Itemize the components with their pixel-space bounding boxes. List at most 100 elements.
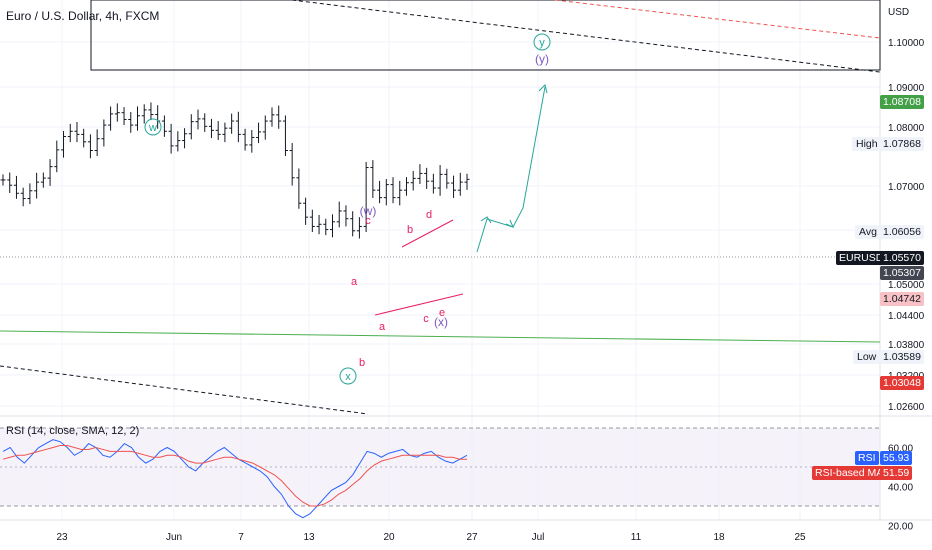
low-marker-badge: 1.04742	[880, 292, 924, 306]
rsi-ma-line	[2, 445, 467, 507]
ohlc-bar	[390, 177, 396, 204]
price-tick-label: 1.03800	[888, 340, 925, 351]
wave-label-y: y	[539, 37, 545, 49]
ohlc-bar	[451, 175, 457, 198]
wave-label-w-circle	[144, 118, 162, 136]
ohlc-bar	[343, 205, 349, 227]
time-tick-label: Jul	[532, 532, 545, 543]
time-tick-label: 25	[794, 532, 806, 543]
ohlc-bar	[464, 173, 470, 190]
ohlc-bar	[262, 115, 268, 140]
ohlc-bar	[168, 123, 174, 154]
low-label: Low	[853, 350, 881, 364]
ohlc-bar	[208, 118, 214, 139]
projection-arrowhead-3	[538, 84, 548, 94]
ohlc-bar	[336, 201, 342, 228]
wave-label-x-circle	[339, 367, 357, 385]
rsi-value-badge: 55.93	[880, 451, 913, 465]
wave-label-x: x	[345, 371, 351, 383]
ohlc-bar	[242, 128, 248, 151]
ohlc-bar	[397, 180, 403, 206]
ohlc-bar	[108, 106, 114, 131]
ohlc-bar	[289, 143, 295, 186]
projection-arrowhead-1	[480, 216, 492, 224]
wave-label-c: c	[423, 313, 429, 325]
ohlc-bar	[235, 111, 241, 143]
ohlc-bar	[74, 121, 80, 143]
ohlc-bar	[276, 105, 282, 129]
wave-label-d: d	[426, 209, 432, 221]
ohlc-bar	[148, 102, 154, 121]
ohlc-bar	[303, 197, 309, 225]
ohlc-bar	[377, 180, 383, 204]
ohlc-bar	[430, 173, 436, 194]
rsi-line	[2, 439, 468, 519]
wave-label-e: e	[439, 307, 445, 319]
time-tick-label: 13	[303, 532, 315, 543]
ohlc-bar	[134, 106, 140, 131]
ohlc-bar	[403, 177, 409, 196]
ohlc-bar	[94, 129, 100, 157]
rsi-title: RSI (14, close, SMA, 12, 2)	[6, 425, 140, 437]
ohlc-bar	[282, 115, 288, 157]
rsi-tick-label: 60.00	[888, 444, 913, 455]
ohlc-bar	[0, 174, 6, 186]
ohlc-bar	[40, 172, 46, 188]
ohlc-bar	[222, 122, 228, 143]
ohlc-bar	[363, 161, 369, 233]
projection-arrowhead-2	[505, 219, 514, 228]
ohlc-bar	[182, 128, 188, 149]
symbol-badge: EURUSD	[836, 251, 887, 265]
ohlc-bar	[114, 103, 120, 122]
low-price-badge: 1.03589	[880, 350, 924, 364]
ohlc-bar	[437, 165, 443, 196]
ohlc-bar	[323, 218, 329, 236]
high-price-badge: 1.07868	[880, 137, 924, 151]
price-tick-label: 1.02600	[888, 402, 925, 413]
time-tick-label: Jun	[166, 532, 182, 543]
target-price-badge: 1.08708	[880, 95, 924, 109]
ohlc-bar	[370, 160, 376, 198]
red-marker-badge: 1.03048	[880, 376, 924, 390]
wave-label-c-upper: c	[365, 215, 371, 227]
ohlc-bar	[20, 187, 26, 207]
time-tick-label: 7	[238, 532, 244, 543]
chart-title: Euro / U.S. Dollar, 4h, FXCM	[6, 9, 160, 23]
ohlc-bar	[256, 122, 262, 144]
price-tick-label: 1.04400	[888, 311, 925, 322]
ohlc-bar	[309, 209, 315, 233]
rsi-tick-label: 20.00	[888, 522, 913, 533]
ohlc-bar	[410, 170, 416, 191]
rsi-label-badge: RSI	[855, 451, 879, 465]
time-tick-label: 27	[466, 532, 478, 543]
ohlc-bar	[61, 130, 67, 158]
ohlc-bar	[202, 113, 208, 132]
last-price-badge: 1.05570	[880, 251, 924, 265]
wave-label-x-minor: (x)	[434, 315, 448, 329]
ohlc-bar	[316, 214, 322, 235]
ohlc-bar	[141, 104, 147, 124]
time-tick-label: 18	[713, 532, 725, 543]
ohlc-bar	[34, 172, 40, 199]
ohlc-bar	[81, 128, 87, 148]
ohlc-bar	[417, 164, 423, 184]
ohlc-bar	[457, 172, 463, 196]
ohlc-bar	[356, 217, 362, 239]
ohlc-bar	[175, 131, 181, 152]
red-trendline	[554, 0, 881, 39]
projection-path	[476, 86, 546, 253]
ohlc-bar	[383, 179, 389, 206]
ohlc-bar	[424, 167, 430, 189]
ohlc-bar	[444, 168, 450, 189]
ohlc-bar	[27, 183, 33, 205]
wave-label-b-lower: b	[359, 357, 365, 369]
ohlc-bar	[47, 159, 53, 186]
support-line	[0, 330, 881, 343]
time-tick-label: 20	[383, 532, 395, 543]
price-tick-label: 1.07000	[888, 182, 925, 193]
ohlc-bar	[350, 211, 356, 237]
lower-trendline	[0, 365, 369, 415]
wave-label-w: w	[148, 122, 157, 134]
rsi-ma-value-badge: 51.59	[880, 466, 913, 480]
